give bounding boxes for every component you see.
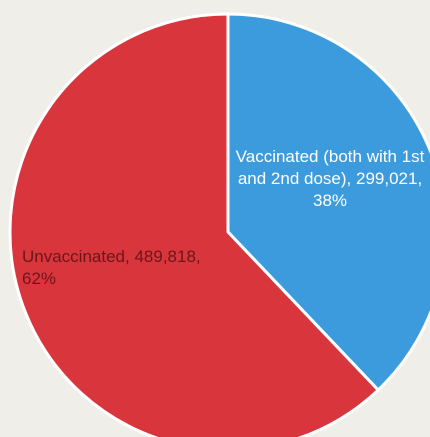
slice-label: Vaccinated (both with 1st and 2nd dose)2… — [232, 146, 428, 212]
category-label: Unvaccinated — [22, 247, 134, 266]
percent-label: 38% — [312, 191, 348, 210]
percent-label: 62% — [22, 269, 57, 288]
value-label: 489,818 — [134, 247, 200, 266]
pie-slice — [8, 12, 380, 437]
slice-label: Unvaccinated489,818 62% — [22, 246, 202, 290]
pie-slice — [226, 12, 430, 392]
value-label: 299,021 — [356, 169, 422, 188]
